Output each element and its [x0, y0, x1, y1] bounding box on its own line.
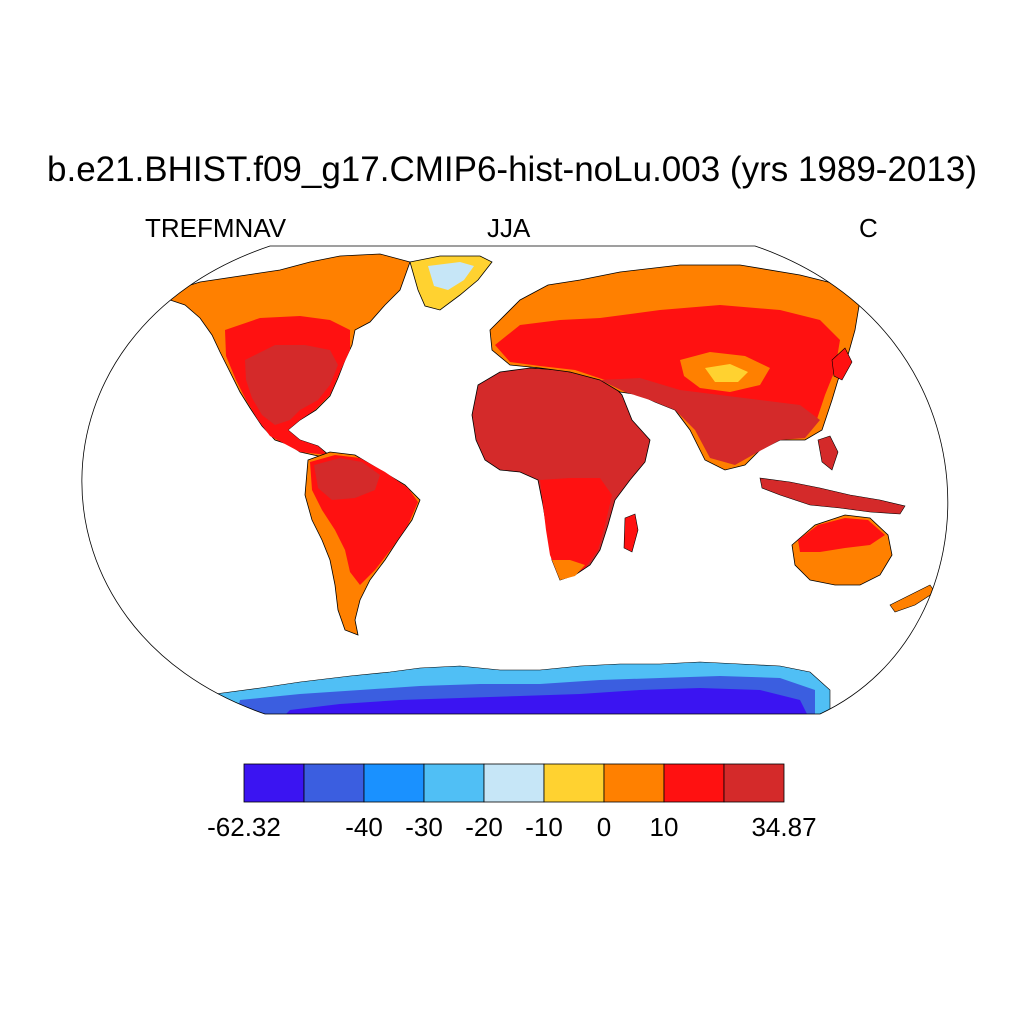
new-zealand — [889, 584, 936, 613]
colorbar-box — [543, 763, 605, 803]
greenland-interior — [428, 262, 474, 290]
map-outline — [81, 245, 949, 715]
units-label: C — [859, 213, 878, 243]
colorbar-tick-label: 0 — [596, 812, 612, 842]
colorbar-box — [723, 763, 785, 803]
tibetan-plateau-core — [705, 364, 748, 382]
colorbar-box — [423, 763, 485, 803]
indonesia-region — [759, 477, 906, 515]
eurasia-hot-south — [600, 378, 820, 465]
colorbar-tick-label: -10 — [525, 812, 563, 842]
colorbar-tick-label: 10 — [649, 812, 679, 842]
north-america-hot — [245, 345, 338, 425]
colorbar — [243, 763, 785, 803]
africa-south-warm — [540, 478, 612, 575]
season-label: JJA — [487, 213, 531, 243]
colorbar-box — [243, 763, 305, 803]
philippines — [817, 435, 839, 471]
colorbar-box — [603, 763, 665, 803]
colorbar-box — [303, 763, 365, 803]
colorbar-tick-label: -62.32 — [207, 812, 281, 842]
colorbar-box — [483, 763, 545, 803]
antarctica-interior — [280, 688, 810, 714]
colorbar-tick-label: 34.87 — [751, 812, 817, 842]
colorbar-tick-label: -30 — [405, 812, 443, 842]
australia-north-warm — [798, 518, 885, 552]
colorbar-box — [663, 763, 725, 803]
land-layer — [167, 253, 936, 714]
map-title: b.e21.BHIST.f09_g17.CMIP6-hist-noLu.003 … — [47, 150, 977, 189]
variable-label: TREFMNAV — [145, 213, 287, 243]
africa-south-tip — [552, 560, 585, 580]
south-america-hot — [314, 458, 380, 500]
japan — [831, 347, 853, 381]
colorbar-tick-label: -20 — [465, 812, 503, 842]
colorbar-tick-label: -40 — [345, 812, 383, 842]
madagascar — [623, 513, 639, 553]
colorbar-box — [363, 763, 425, 803]
